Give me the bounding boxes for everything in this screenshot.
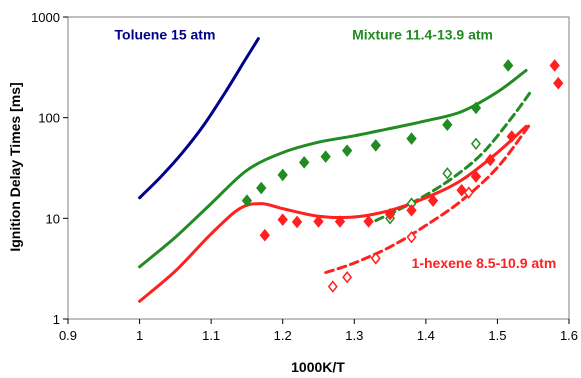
- series-5-data-point: [470, 101, 482, 115]
- x-tick-label: 1.6: [560, 328, 578, 343]
- x-tick-label: 1.1: [202, 328, 220, 343]
- series-6-data-point: [442, 167, 453, 180]
- series-7-data-point: [427, 194, 439, 207]
- x-tick-label: 1.4: [417, 328, 435, 343]
- series-5-data-point: [320, 150, 331, 163]
- series-5-data-point: [299, 156, 310, 169]
- series-5-data-point: [341, 144, 353, 157]
- plot-content: [67, 16, 570, 320]
- series-2-dashed-line: [374, 91, 532, 223]
- series-7-data-point: [553, 76, 564, 90]
- y-axis-title: Ignition Delay Times [ms]: [7, 82, 23, 251]
- series-7-data-point: [334, 215, 346, 228]
- series-7-data-point: [485, 153, 496, 167]
- series-8-data-point: [463, 186, 474, 199]
- series-8-data-point: [327, 280, 338, 293]
- series-3-line-line: [138, 124, 528, 303]
- series-1-line-line: [138, 68, 528, 269]
- series-5-data-point: [503, 59, 514, 72]
- x-axis: 0.9 1 1.1 1.2 1.3 1.4 1.5 1.6: [59, 319, 578, 343]
- series-7-data-point: [363, 215, 374, 228]
- series-7-data-point: [470, 170, 482, 183]
- annotation-label: 1-hexene 8.5-10.9 atm: [412, 255, 557, 271]
- plot-frame: [67, 16, 570, 320]
- annotation-label: Mixture 11.4-13.9 atm: [352, 26, 493, 42]
- series-7-data-point: [506, 130, 517, 143]
- series-5-data-point: [370, 139, 381, 152]
- x-tick-label: 1.3: [345, 328, 363, 343]
- y-tick-label: 10: [46, 211, 60, 226]
- series-7-data-point: [384, 207, 396, 221]
- x-tick-label: 1.2: [274, 328, 292, 343]
- series-5-data-point: [442, 118, 453, 132]
- y-tick-label: 1: [53, 312, 60, 327]
- y-tick-label: 1000: [31, 10, 60, 25]
- series-0-line-line: [138, 37, 260, 200]
- x-tick-label: 0.9: [59, 328, 77, 343]
- series-5-data-point: [277, 168, 288, 182]
- series-7-data-point: [456, 183, 467, 197]
- series-5-data-point: [241, 194, 253, 207]
- y-tick-label: 100: [38, 111, 60, 126]
- annotation-label: Toluene 15 atm: [115, 26, 216, 42]
- series-7-data-point: [549, 59, 560, 72]
- series-8-data-point: [342, 271, 353, 284]
- series-5-data-point: [406, 132, 417, 145]
- series-7-data-point: [406, 204, 417, 217]
- series-7-data-point: [277, 213, 288, 226]
- series-7-data-point: [259, 228, 270, 242]
- series-4-dashed-line: [324, 123, 532, 274]
- series-8-data-point: [370, 252, 381, 265]
- series-7-data-point: [291, 215, 303, 229]
- series-8-data-point: [406, 230, 417, 244]
- y-axis: 1 10 100 1000: [31, 10, 68, 327]
- series-6-data-point: [470, 137, 481, 151]
- x-axis-title: 1000K/T: [291, 359, 345, 375]
- annotations: Toluene 15 atm Mixture 11.4-13.9 atm 1-hex…: [115, 26, 557, 271]
- series-5-data-point: [256, 181, 267, 195]
- x-tick-label: 1: [136, 328, 143, 343]
- x-tick-label: 1.5: [488, 328, 506, 343]
- series-7-data-point: [313, 215, 324, 228]
